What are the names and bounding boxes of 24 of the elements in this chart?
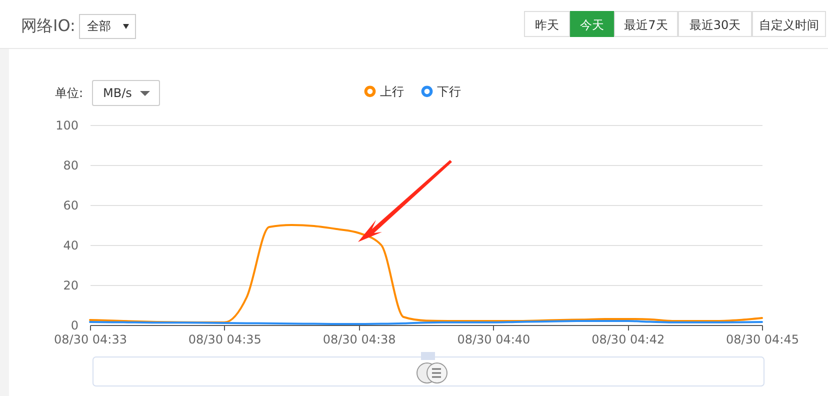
y-tick-label: 100 bbox=[56, 118, 78, 132]
x-tick-label: 08/30 04:42 bbox=[592, 332, 665, 346]
legend-label: 下行 bbox=[437, 84, 461, 98]
text: 昨天 bbox=[524, 11, 570, 37]
x-tick-label: 08/30 04:33 bbox=[54, 332, 127, 346]
y-tick-label: 80 bbox=[63, 158, 78, 172]
x-tick-label: 08/30 04:40 bbox=[457, 332, 530, 346]
x-tick-label: 08/30 04:38 bbox=[322, 332, 396, 346]
text: 最近30天 bbox=[678, 11, 752, 37]
chart-title: 网络IO: bbox=[21, 16, 76, 37]
text: 自定义时间 bbox=[752, 11, 826, 37]
text: 今天 bbox=[570, 11, 614, 37]
y-tick-label: 40 bbox=[63, 238, 78, 252]
y-tick-label: 60 bbox=[63, 198, 78, 212]
text: MB/s bbox=[92, 80, 160, 106]
legend-label: 上行 bbox=[380, 84, 404, 98]
line-series bbox=[89, 224, 763, 324]
text: 单位: bbox=[55, 85, 84, 102]
y-tick-label: 20 bbox=[63, 278, 78, 292]
y-tick-label: 0 bbox=[70, 318, 78, 332]
text: 最近7天 bbox=[614, 11, 678, 37]
text: 全部 bbox=[79, 14, 136, 39]
x-tick-label: 08/30 04:45 bbox=[726, 332, 799, 346]
x-tick-label: 08/30 04:35 bbox=[188, 332, 262, 346]
